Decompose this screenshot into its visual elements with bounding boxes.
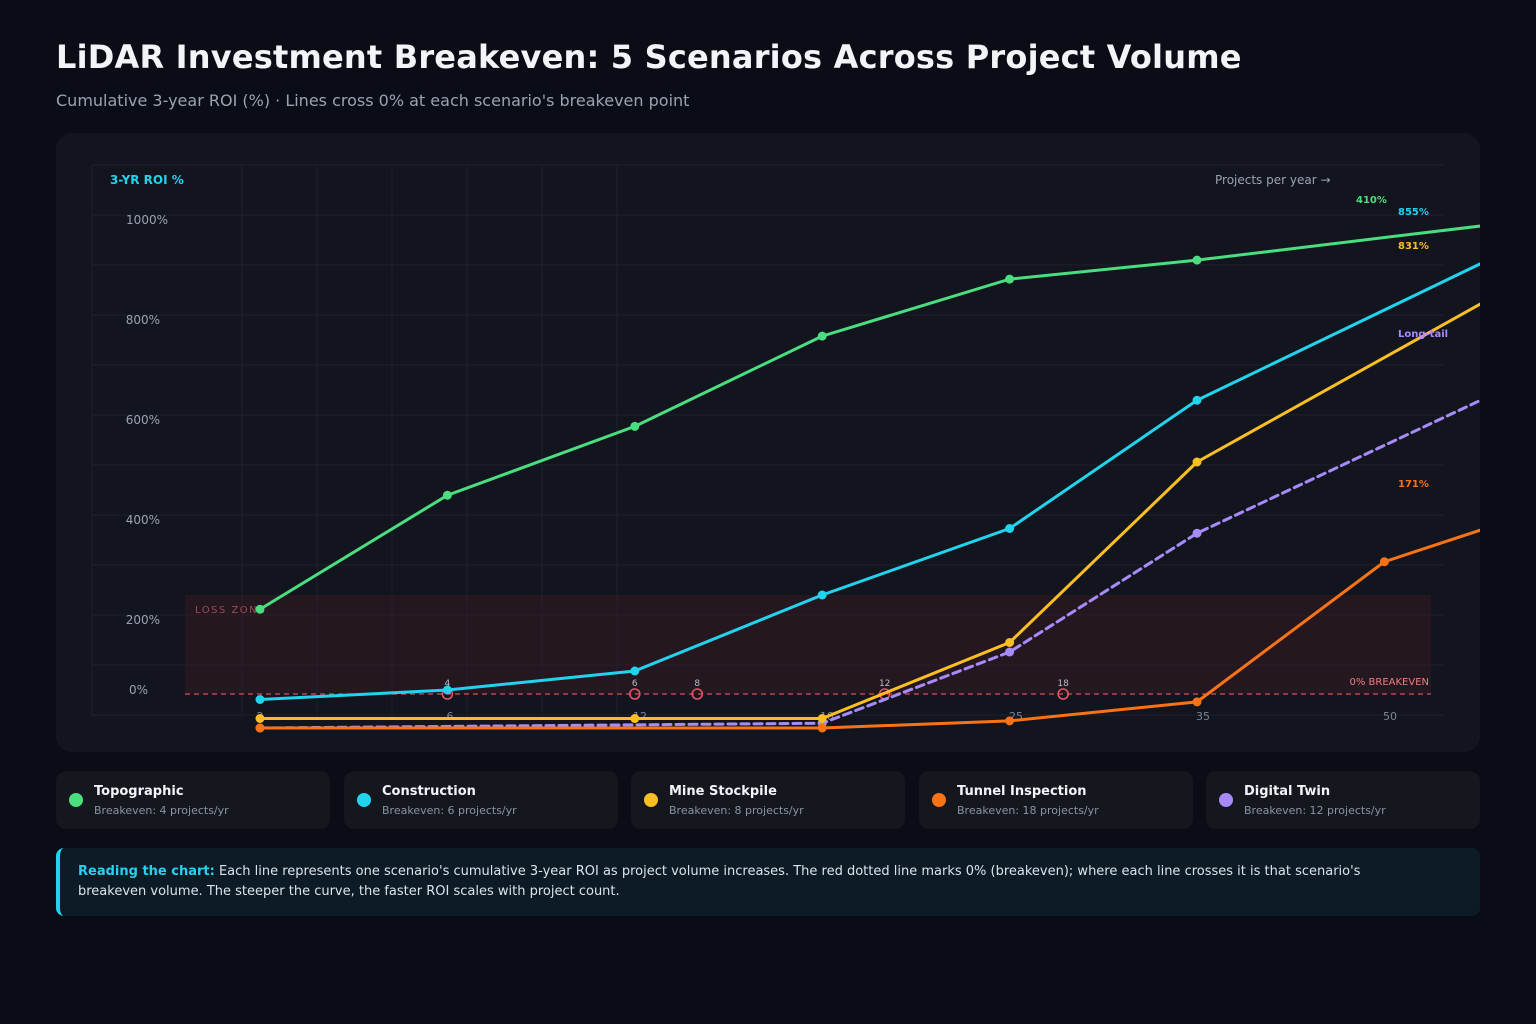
page-subtitle: Cumulative 3-year ROI (%) · Lines cross … xyxy=(56,91,690,110)
series-point xyxy=(1192,697,1202,707)
legend-digital-twin: Digital Twin Breakeven: 12 projects/yr xyxy=(1206,771,1480,829)
y-tick-label: 600% xyxy=(126,413,160,427)
legend-dot-icon xyxy=(932,793,946,807)
legend-breakeven: Breakeven: 6 projects/yr xyxy=(382,804,517,817)
series-end-label: 855% xyxy=(1398,207,1429,218)
legend-name: Mine Stockpile xyxy=(669,784,777,799)
chart-grid xyxy=(91,164,1444,717)
legend-name: Construction xyxy=(382,784,476,799)
loss-zone-group: LOSS ZONE 0% BREAKEVEN xyxy=(185,595,1431,695)
series-point xyxy=(442,490,452,500)
series-point xyxy=(630,714,640,723)
series-point xyxy=(1379,557,1389,567)
loss-zone-label: LOSS ZONE xyxy=(195,605,266,616)
legend-breakeven: Breakeven: 4 projects/yr xyxy=(94,804,229,817)
legend-dot-icon xyxy=(644,793,658,807)
x-axis-title: Projects per year → xyxy=(1215,173,1331,187)
y-tick-label: 0% xyxy=(129,683,148,697)
roi-line-chart: LOSS ZONE 0% BREAKEVEN 3-YR ROI % Projec… xyxy=(91,164,1480,733)
series-point xyxy=(1005,647,1015,657)
x-tick-label: 6 xyxy=(447,710,454,723)
legend-breakeven: Breakeven: 8 projects/yr xyxy=(669,804,804,817)
legend-breakeven: Breakeven: 18 projects/yr xyxy=(957,804,1099,817)
breakeven-marker xyxy=(628,688,641,700)
legend-name: Tunnel Inspection xyxy=(957,784,1087,799)
page-title: LiDAR Investment Breakeven: 5 Scenarios … xyxy=(56,38,1242,76)
series-point xyxy=(817,331,827,341)
legend-dot-icon xyxy=(357,793,371,807)
breakeven-markers: 4 6 8 12 18 xyxy=(441,679,1069,700)
legend-dot-icon xyxy=(69,793,83,807)
series-point xyxy=(817,723,827,733)
series-point xyxy=(1005,638,1015,647)
breakeven-marker xyxy=(1057,688,1069,700)
series-point xyxy=(817,714,827,723)
series-lines xyxy=(255,224,1480,733)
legend-topographic: Topographic Breakeven: 4 projects/yr xyxy=(56,771,330,829)
legend-name: Topographic xyxy=(94,784,184,799)
series-point xyxy=(1005,524,1015,533)
breakeven-marker-label: 18 xyxy=(1057,679,1069,689)
legend-construction: Construction Breakeven: 6 projects/yr xyxy=(344,771,618,829)
series-point xyxy=(1192,255,1202,265)
loss-zone xyxy=(185,595,1431,694)
series-end-label: 831% xyxy=(1398,241,1429,252)
x-tick-label: 35 xyxy=(1196,710,1210,723)
series-point xyxy=(255,723,265,733)
breakeven-marker-label: 8 xyxy=(694,679,700,689)
series-end-labels: 410% 855% 831% Long-tail 171% xyxy=(1356,195,1448,490)
y-tick-label: 1000% xyxy=(126,213,168,227)
y-tick-label: 400% xyxy=(126,513,160,527)
series-line xyxy=(258,302,1480,720)
legend-tunnel-inspection: Tunnel Inspection Breakeven: 18 projects… xyxy=(919,771,1193,829)
legend-mine-stockpile: Mine Stockpile Breakeven: 8 projects/yr xyxy=(631,771,905,829)
y-axis-title: 3-YR ROI % xyxy=(110,173,184,187)
series-point xyxy=(630,666,640,676)
series-point xyxy=(1192,457,1202,467)
series-point xyxy=(817,590,827,600)
series-end-label: 410% xyxy=(1356,195,1387,206)
series-point xyxy=(1192,395,1202,405)
series-end-label: Long-tail xyxy=(1398,329,1448,340)
breakeven-marker-label: 6 xyxy=(632,679,638,689)
y-tick-label: 800% xyxy=(126,313,160,327)
series-point xyxy=(630,421,640,431)
y-tick-label: 200% xyxy=(126,613,160,627)
series-point xyxy=(1005,716,1015,726)
series-point xyxy=(255,714,265,723)
legend-name: Digital Twin xyxy=(1244,784,1331,799)
series-point xyxy=(1192,528,1202,538)
chart-panel: LOSS ZONE 0% BREAKEVEN 3-YR ROI % Projec… xyxy=(56,133,1480,752)
reading-note: Reading the chart: Each line represents … xyxy=(56,848,1480,916)
breakeven-label: 0% BREAKEVEN xyxy=(1349,677,1429,688)
breakeven-marker-label: 12 xyxy=(879,679,890,689)
breakeven-marker xyxy=(691,688,704,700)
series-point xyxy=(1005,274,1015,284)
series-point xyxy=(255,695,265,704)
series-line xyxy=(258,224,1480,611)
x-tick-label: 50 xyxy=(1383,710,1397,723)
series-line xyxy=(258,528,1480,730)
series-point xyxy=(442,685,452,695)
note-lead: Reading the chart: xyxy=(78,864,215,879)
series-point xyxy=(255,604,265,614)
note-text: Each line represents one scenario's cumu… xyxy=(78,864,1361,899)
breakeven-marker-label: 4 xyxy=(445,679,451,689)
legend-breakeven: Breakeven: 12 projects/yr xyxy=(1244,804,1386,817)
y-axis-ticks: 0% 200% 400% 600% 800% 1000% xyxy=(126,213,168,697)
series-end-label: 171% xyxy=(1398,479,1429,490)
legend-dot-icon xyxy=(1219,793,1233,807)
